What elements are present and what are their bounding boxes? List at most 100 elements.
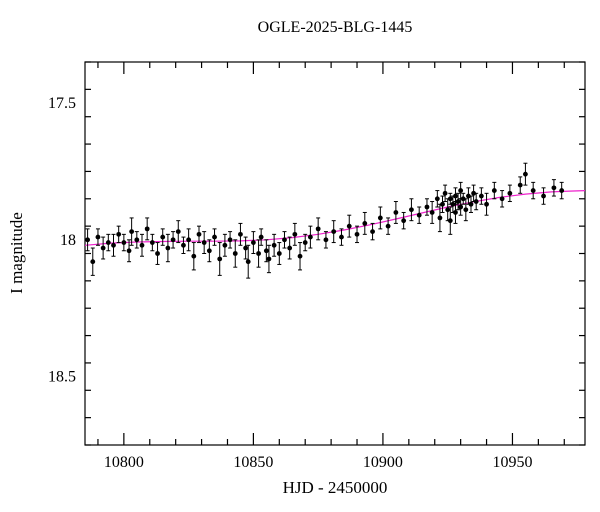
data-point [181, 242, 186, 248]
data-point [256, 251, 261, 256]
data-point [559, 188, 565, 193]
data-point [491, 188, 497, 193]
data-point [149, 240, 155, 245]
data-point [551, 185, 557, 191]
data-points-layer [85, 162, 565, 279]
data-point [100, 245, 106, 251]
data-point [186, 237, 192, 243]
data-point [105, 240, 111, 245]
data-point [409, 207, 414, 213]
data-point [144, 226, 150, 232]
y-tick-label: 18 [60, 232, 76, 249]
data-point [271, 242, 277, 248]
data-point [170, 237, 176, 243]
data-point [282, 237, 287, 243]
data-point [424, 204, 430, 210]
data-point [129, 229, 135, 235]
data-point [416, 212, 422, 218]
data-point [453, 193, 458, 199]
data-point [297, 253, 303, 259]
x-tick-label: 10950 [492, 454, 532, 471]
data-point [354, 231, 360, 237]
y-tick-label: 17.5 [48, 95, 76, 112]
data-point [377, 215, 383, 221]
data-point [191, 253, 197, 259]
data-point [507, 190, 513, 196]
data-point [111, 242, 116, 248]
data-point [447, 218, 453, 224]
data-point [499, 196, 505, 202]
data-point [471, 190, 477, 196]
data-point [292, 231, 298, 237]
data-point [134, 237, 140, 243]
x-axis-label: HJD - 2450000 [283, 478, 388, 497]
data-point [126, 248, 132, 254]
data-point [116, 231, 122, 237]
data-point [266, 256, 272, 262]
data-point [315, 226, 321, 232]
data-point [243, 245, 249, 251]
x-tick-label: 10850 [233, 454, 273, 471]
data-point [206, 248, 212, 254]
data-point [362, 221, 368, 226]
data-point [437, 215, 443, 221]
y-axis-label: I magnitude [7, 212, 26, 294]
data-point [121, 240, 127, 245]
data-point [401, 218, 407, 224]
data-point [339, 234, 344, 240]
x-tick-label: 10800 [104, 454, 144, 471]
data-point [473, 199, 479, 204]
data-point [463, 207, 469, 213]
y-tick-label: 18.5 [48, 369, 76, 386]
data-point [447, 196, 453, 202]
data-point [453, 210, 458, 215]
data-point [468, 201, 474, 207]
data-point [460, 196, 466, 202]
data-point [160, 234, 166, 240]
data-point [517, 182, 523, 188]
data-point [370, 229, 375, 235]
data-point [307, 234, 313, 240]
tick-marks [85, 61, 585, 446]
data-point [201, 240, 207, 245]
data-point [331, 229, 337, 235]
data-point [196, 231, 202, 237]
data-point [455, 199, 461, 204]
data-point [155, 251, 160, 256]
data-point [95, 234, 101, 240]
x-tick-label: 10900 [363, 454, 403, 471]
data-point [429, 210, 435, 215]
data-point [276, 251, 282, 256]
data-point [458, 204, 464, 210]
data-point [263, 248, 269, 254]
data-point [238, 231, 243, 237]
data-point [434, 196, 440, 202]
data-point [175, 229, 181, 235]
plot-frame [84, 61, 586, 446]
data-point [222, 242, 228, 248]
data-point [442, 190, 448, 196]
data-point [346, 223, 352, 229]
data-point [217, 256, 223, 262]
data-point [440, 201, 445, 207]
data-point [385, 223, 391, 229]
data-point [466, 193, 471, 199]
data-point [302, 240, 308, 245]
data-point [245, 259, 251, 265]
data-point [484, 201, 489, 207]
data-point [232, 251, 238, 256]
data-point [458, 188, 464, 193]
data-point [450, 201, 456, 207]
data-point [227, 237, 233, 243]
data-point [250, 240, 256, 245]
data-point [530, 188, 536, 193]
data-point [90, 259, 96, 265]
data-point [258, 234, 264, 240]
data-point [85, 237, 90, 243]
data-point [212, 234, 217, 240]
data-point [287, 245, 293, 251]
data-point [165, 245, 171, 251]
chart-title: OGLE-2025-BLG-1445 [258, 19, 413, 36]
